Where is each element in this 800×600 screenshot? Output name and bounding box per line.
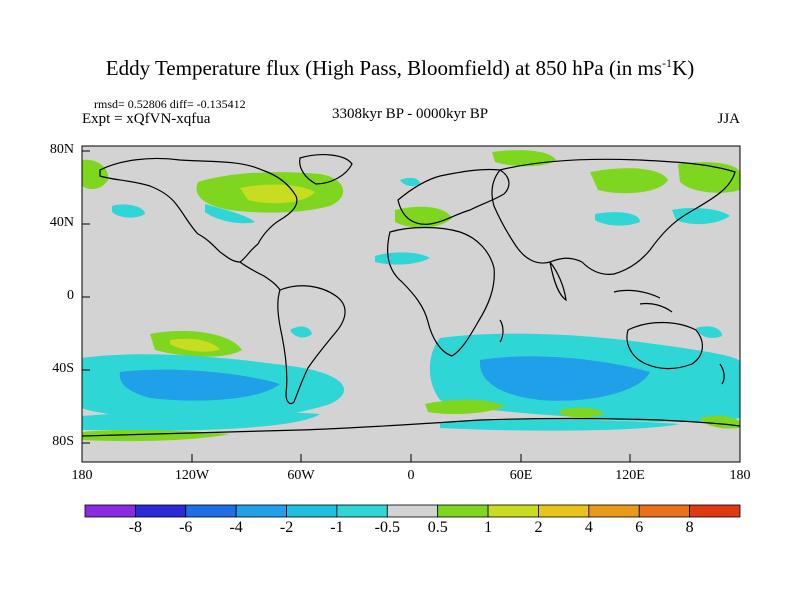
europe-coast — [397, 168, 510, 225]
field-patch — [82, 411, 320, 431]
field-patch — [595, 212, 640, 226]
lon-label: 180 — [71, 468, 93, 483]
australia-coast — [626, 321, 703, 370]
field-patch — [678, 162, 740, 193]
lat-label: 80S — [52, 434, 74, 449]
lon-label: 0 — [407, 468, 415, 483]
colorbar-swatch — [84, 504, 136, 518]
colorbar-label: -2 — [279, 519, 294, 536]
lon-label: 120E — [615, 468, 645, 483]
axis-ticks — [81, 150, 741, 462]
colorbar-swatch — [336, 504, 388, 518]
colorbar-swatch — [437, 504, 489, 518]
colorbar-label: 8 — [685, 519, 694, 536]
colorbar-swatch — [134, 504, 187, 518]
colorbar-label: -8 — [128, 519, 143, 536]
south-america-coast — [277, 285, 346, 405]
period-text: 3308kyr BP - 0000kyr BP — [331, 106, 489, 122]
lon-label: 120W — [174, 468, 210, 483]
lat-label: 40S — [52, 361, 74, 376]
field-patch — [425, 399, 505, 414]
lon-label: 180 — [729, 468, 751, 483]
colorbar-swatch — [286, 504, 338, 518]
colorbar-label: -4 — [229, 519, 243, 536]
africa-coast — [387, 226, 495, 357]
field-patch — [696, 326, 722, 338]
colorbar-label: 6 — [635, 519, 644, 536]
field-patch — [170, 338, 220, 352]
madagascar-coast — [499, 319, 504, 343]
colorbar-swatch — [487, 504, 539, 518]
colorbar — [84, 504, 741, 518]
field-patch — [112, 204, 145, 218]
colorbar-label: -0.5 — [374, 519, 400, 536]
colorbar-swatch — [588, 504, 640, 518]
colorbar-swatch — [638, 504, 691, 518]
field-patch — [479, 356, 650, 401]
colorbar-swatch — [185, 504, 237, 518]
north-america-coast — [99, 157, 298, 263]
field-patch — [440, 419, 680, 431]
colorbar-label: 0.5 — [427, 519, 448, 536]
colorbar-label: 2 — [534, 519, 543, 536]
antarctica-coast — [82, 417, 740, 437]
india-coast — [549, 261, 567, 302]
field-patch — [590, 168, 668, 194]
lon-label: 60W — [287, 468, 315, 483]
colorbar-label: 1 — [484, 519, 493, 536]
southeast-asia-islands — [613, 289, 673, 313]
greenland-coast — [299, 154, 353, 185]
field-patch — [205, 204, 255, 224]
field-patch — [492, 150, 556, 167]
asia-coast — [491, 158, 736, 275]
rmsd-diff-text: rmsd= 0.52806 diff= -0.135412 — [94, 97, 246, 111]
colorbar-label: 4 — [584, 519, 593, 536]
field-patch — [119, 369, 280, 401]
figure-title: Eddy Temperature flux (High Pass, Bloomf… — [105, 56, 695, 80]
field-patch — [672, 208, 730, 225]
season-text: JJA — [717, 111, 740, 127]
colorbar-swatch — [689, 504, 741, 518]
lat-label: 80N — [49, 142, 74, 157]
lat-label: 40N — [49, 215, 74, 230]
colorbar-swatch — [235, 504, 287, 518]
colorbar-swatch — [538, 504, 590, 518]
lat-label: 0 — [67, 288, 74, 303]
field-patch — [400, 177, 420, 187]
experiment-text: Expt = xQfVN-xqfua — [82, 111, 211, 127]
field-patch — [82, 159, 109, 190]
colorbar-swatch — [386, 504, 439, 518]
colorbar-label: -1 — [330, 519, 344, 536]
central-america-coast — [239, 261, 281, 291]
colorbar-label: -6 — [179, 519, 193, 536]
field-patch — [560, 407, 604, 418]
new-zealand-coast — [719, 363, 725, 385]
lon-label: 60E — [509, 468, 533, 483]
field-shading — [82, 150, 740, 442]
coastlines — [82, 154, 740, 437]
field-patch — [290, 326, 312, 338]
